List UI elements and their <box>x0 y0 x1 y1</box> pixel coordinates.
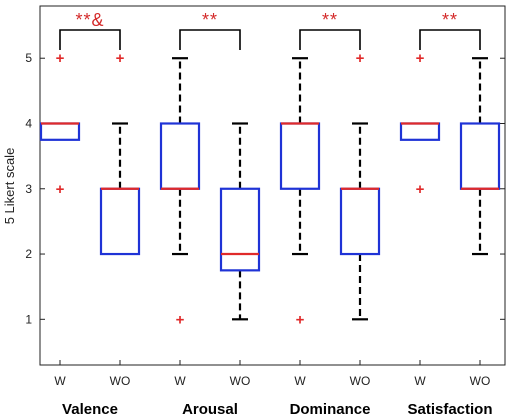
y-axis-label: 5 Likert scale <box>2 148 17 225</box>
outlier-marker: + <box>56 181 65 198</box>
group-label-dominance: Dominance <box>290 401 371 418</box>
y-tick-label: 4 <box>25 116 32 130</box>
outlier-marker: + <box>416 50 425 67</box>
plot-area <box>39 5 506 366</box>
significance-bracket <box>179 29 241 50</box>
x-tick-label: W <box>414 374 426 388</box>
x-tick-label: WO <box>110 374 131 388</box>
significance-bracket <box>59 29 121 50</box>
outlier-marker: + <box>116 50 125 67</box>
x-tick-label: W <box>174 374 186 388</box>
box-iqr <box>219 187 261 272</box>
y-tick-label: 3 <box>25 182 32 196</box>
group-label-satisfaction: Satisfaction <box>407 401 492 418</box>
significance-bracket <box>419 29 481 50</box>
x-tick-label: WO <box>230 374 251 388</box>
outlier-marker: + <box>176 311 185 328</box>
group-label-arousal: Arousal <box>182 401 238 418</box>
outlier-marker: + <box>296 311 305 328</box>
y-tick-label: 2 <box>25 247 32 261</box>
outlier-marker: + <box>356 50 365 67</box>
y-tick-label: 1 <box>25 312 32 326</box>
outlier-marker: + <box>416 181 425 198</box>
significance-label: **& <box>75 10 104 30</box>
y-tick-label: 5 <box>25 51 32 65</box>
x-tick-label: WO <box>350 374 371 388</box>
significance-bracket <box>299 29 361 50</box>
x-tick-label: W <box>294 374 306 388</box>
x-tick-label: W <box>54 374 66 388</box>
significance-label: ** <box>442 10 458 30</box>
x-tick-label: WO <box>470 374 491 388</box>
group-label-valence: Valence <box>62 401 118 418</box>
significance-label: ** <box>202 10 218 30</box>
outlier-marker: + <box>56 50 65 67</box>
significance-label: ** <box>322 10 338 30</box>
